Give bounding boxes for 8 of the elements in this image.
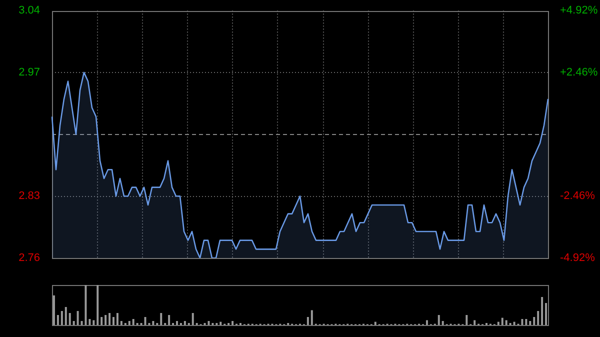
y-tick-label: 3.04 <box>18 4 40 17</box>
y-tick-label: 2.97 <box>18 66 40 78</box>
y-tick-label: 2.83 <box>18 190 40 202</box>
y2-tick-label: +4.92% <box>560 4 598 17</box>
y-tick-label: 2.76 <box>18 252 40 264</box>
y2-tick-label: -4.92% <box>560 252 596 264</box>
y2-tick-label: +2.46% <box>560 66 598 78</box>
y2-tick-label: -2.46% <box>560 190 596 202</box>
